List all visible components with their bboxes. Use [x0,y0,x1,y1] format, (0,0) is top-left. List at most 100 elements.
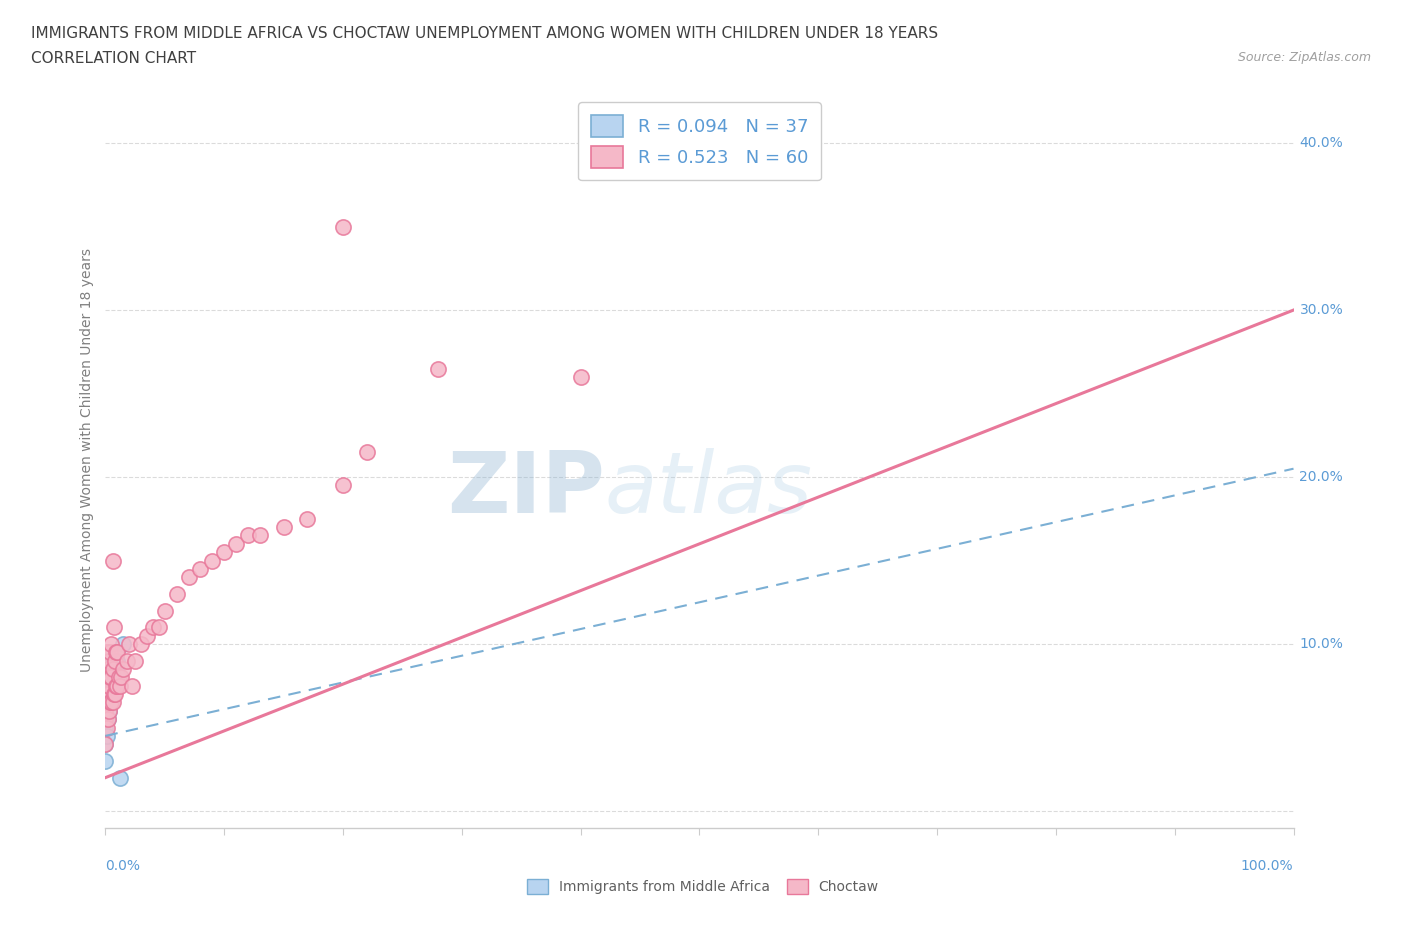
Point [98,653,121,668]
Point [97,686,120,701]
Point [94,686,117,701]
Point [98,686,121,701]
Point [98,678,121,693]
Point [153,604,176,618]
Point [94,695,117,710]
Point [96,695,118,710]
Point [121,678,143,693]
Point [94,703,117,718]
Point [94,720,117,735]
Point [105,661,128,676]
Point [104,686,127,701]
Point [214,545,236,560]
Point [101,553,124,568]
Y-axis label: Unemployment Among Women with Children Under 18 years: Unemployment Among Women with Children U… [80,248,94,672]
Point [103,653,125,668]
Point [201,553,224,568]
Point [101,686,124,701]
Text: 20.0%: 20.0% [1299,470,1343,484]
Point [94,711,117,726]
Point [97,695,120,710]
Text: 10.0%: 10.0% [1299,637,1343,651]
Point [273,520,295,535]
Point [94,737,117,751]
Point [105,644,128,659]
Text: CORRELATION CHART: CORRELATION CHART [31,51,195,66]
Point [97,678,120,693]
Point [101,661,124,676]
Point [97,661,120,676]
Point [100,670,122,684]
Point [177,570,200,585]
Point [104,653,127,668]
Point [110,670,132,684]
Point [98,703,121,718]
Point [98,703,121,718]
Point [100,637,122,652]
Point [124,653,146,668]
Point [101,661,124,676]
Point [332,219,354,234]
Text: 30.0%: 30.0% [1299,303,1343,317]
Point [103,686,125,701]
Point [96,695,118,710]
Point [94,686,117,701]
Point [569,369,592,384]
Point [108,678,131,693]
Point [96,711,118,726]
Legend: R = 0.094   N = 37, R = 0.523   N = 60: R = 0.094 N = 37, R = 0.523 N = 60 [578,102,821,180]
Point [96,670,118,684]
Point [115,653,138,668]
Point [94,695,117,710]
Point [97,711,120,726]
Point [142,620,165,635]
Point [98,695,121,710]
Text: Source: ZipAtlas.com: Source: ZipAtlas.com [1237,51,1371,64]
Point [103,678,125,693]
Point [249,528,271,543]
Point [107,670,129,684]
Point [112,637,135,652]
Point [101,695,124,710]
Point [166,587,188,602]
Point [96,720,118,735]
Point [94,661,117,676]
Text: atlas: atlas [605,448,813,531]
Point [112,661,135,676]
Point [94,711,117,726]
Text: 40.0%: 40.0% [1299,136,1343,150]
Point [94,737,117,751]
Point [103,620,125,635]
Point [97,711,120,726]
Point [96,653,118,668]
Text: ZIP: ZIP [447,448,605,531]
Point [427,361,450,376]
Point [105,653,128,668]
Point [129,637,152,652]
Point [105,644,128,659]
Point [100,695,122,710]
Point [98,695,121,710]
Point [98,670,121,684]
Point [94,678,117,693]
Point [98,653,121,668]
Text: 100.0%: 100.0% [1241,858,1294,872]
Point [98,670,121,684]
Point [104,670,127,684]
Point [97,661,120,676]
Point [136,629,159,644]
Point [94,703,117,718]
Text: IMMIGRANTS FROM MIDDLE AFRICA VS CHOCTAW UNEMPLOYMENT AMONG WOMEN WITH CHILDREN : IMMIGRANTS FROM MIDDLE AFRICA VS CHOCTAW… [31,26,938,41]
Point [96,728,118,743]
Point [98,644,121,659]
Point [94,670,117,684]
Point [356,445,378,459]
Point [297,512,319,526]
Point [105,670,128,684]
Point [100,686,122,701]
Point [105,678,128,693]
Point [96,678,118,693]
Point [94,753,117,768]
Point [148,620,170,635]
Point [236,528,259,543]
